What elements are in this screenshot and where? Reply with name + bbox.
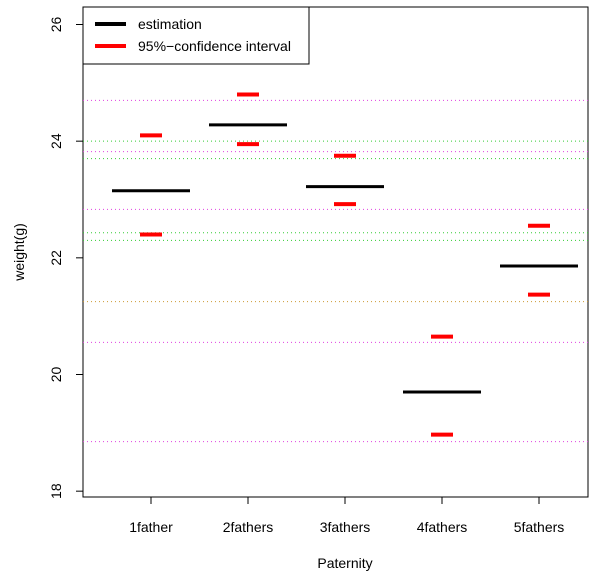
legend-box (82, 6, 310, 65)
y-tick-label-20: 20 (48, 367, 64, 383)
x-tick-label-3fathers: 3fathers (320, 519, 371, 535)
chart-marks (112, 92, 578, 437)
reference-lines (83, 99, 588, 443)
x-tick-label-4fathers: 4fathers (417, 519, 468, 535)
y-axis: 18 20 22 24 26 (48, 17, 83, 499)
plot-frame (82, 6, 589, 498)
x-axis: 1father 2fathers 3fathers 4fathers 5fathers (129, 497, 564, 535)
legend-label-ci: 95%−confidence interval (138, 38, 291, 54)
x-tick-label-2fathers: 2fathers (223, 519, 274, 535)
x-tick-label-1father: 1father (129, 519, 173, 535)
y-tick-label-22: 22 (48, 250, 64, 266)
legend-label-estimation: estimation (138, 16, 202, 32)
y-axis-title: weight(g) (11, 223, 27, 282)
x-axis-title: Paternity (317, 555, 372, 571)
legend: estimation 95%−confidence interval (82, 6, 310, 65)
y-tick-label-26: 26 (48, 17, 64, 33)
y-tick-label-24: 24 (48, 133, 64, 149)
y-tick-label-18: 18 (48, 483, 64, 499)
x-tick-label-5fathers: 5fathers (514, 519, 565, 535)
